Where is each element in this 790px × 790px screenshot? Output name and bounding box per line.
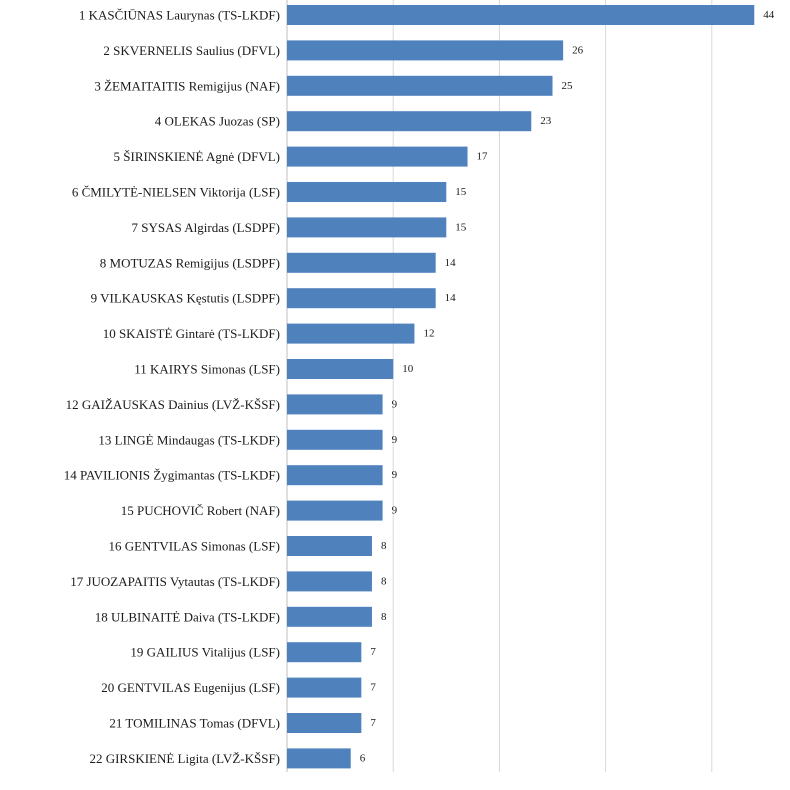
bar <box>287 465 383 486</box>
category-label: 10 SKAISTĖ Gintarė (TS-LKDF) <box>103 326 280 341</box>
bar <box>287 606 372 627</box>
category-label: 3 ŽEMAITAITIS Remigijus (NAF) <box>94 78 280 93</box>
data-label: 8 <box>381 611 387 623</box>
bar <box>287 359 394 379</box>
category-label: 5 ŠIRINSKIENĖ Agnė (DFVL) <box>114 149 280 164</box>
data-label: 9 <box>392 469 398 481</box>
bar <box>287 182 447 202</box>
bar <box>287 323 415 344</box>
bar <box>287 40 564 61</box>
bar <box>287 146 468 167</box>
category-label: 12 GAIŽAUSKAS Dainius (LVŽ-KŠSF) <box>66 397 280 412</box>
category-label: 19 GAILIUS Vitalijus (LSF) <box>130 645 280 660</box>
data-label: 9 <box>392 505 398 517</box>
data-label: 14 <box>445 257 457 269</box>
category-label: 20 GENTVILAS Eugenijus (LSF) <box>101 680 280 695</box>
data-label: 15 <box>455 186 467 198</box>
bar <box>287 5 755 25</box>
bar <box>287 536 372 556</box>
data-label: 17 <box>477 151 489 163</box>
data-label: 10 <box>402 363 414 375</box>
category-labels: 1 KASČIŪNAS Laurynas (TS-LKDF) 2 SKVERNEL… <box>64 8 280 766</box>
category-label: 15 PUCHOVIČ Robert (NAF) <box>121 503 280 518</box>
bar <box>287 75 553 96</box>
category-label: 7 SYSAS Algirdas (LSDPF) <box>132 220 280 235</box>
value-labels: 44 26 25 23 17 15 15 14 14 12 10 9 9 9 9 8 8 8 7 7 7 6 <box>360 9 775 764</box>
bar <box>287 571 372 592</box>
category-label: 16 GENTVILAS Simonas (LSF) <box>108 539 280 554</box>
category-label: 21 TOMILINAS Tomas (DFVL) <box>109 716 280 731</box>
data-label: 8 <box>381 540 387 552</box>
bar <box>287 429 383 450</box>
category-label: 9 VILKAUSKAS Kęstutis (LSDPF) <box>91 291 280 306</box>
data-label: 7 <box>370 717 376 729</box>
bar <box>287 500 383 521</box>
bar <box>287 748 351 769</box>
category-label: 1 KASČIŪNAS Laurynas (TS-LKDF) <box>79 8 280 23</box>
category-label: 2 SKVERNELIS Saulius (DFVL) <box>103 43 280 58</box>
data-label: 7 <box>370 646 376 658</box>
bar <box>287 288 436 309</box>
data-label: 6 <box>360 752 366 764</box>
data-label: 44 <box>763 9 775 21</box>
data-label: 15 <box>455 221 467 233</box>
bar <box>287 713 362 733</box>
data-label: 14 <box>445 292 457 304</box>
category-label: 11 KAIRYS Simonas (LSF) <box>134 362 280 377</box>
bar <box>287 111 532 132</box>
data-label: 25 <box>562 80 574 92</box>
category-label: 17 JUOZAPAITIS Vytautas (TS-LKDF) <box>70 574 280 589</box>
data-label: 26 <box>572 44 584 56</box>
data-label: 12 <box>423 328 434 340</box>
category-label: 4 OLEKAS Juozas (SP) <box>155 114 280 129</box>
data-label: 9 <box>392 434 398 446</box>
bar <box>287 394 383 415</box>
category-label: 6 ČMILYTĖ-NIELSEN Viktorija (LSF) <box>72 185 280 200</box>
bar <box>287 642 362 663</box>
bar <box>287 252 436 273</box>
data-label: 9 <box>392 398 398 410</box>
category-label: 18 ULBINAITĖ Daiva (TS-LKDF) <box>95 609 280 624</box>
data-label: 23 <box>540 115 552 127</box>
category-label: 8 MOTUZAS Remigijus (LSDPF) <box>100 255 280 270</box>
data-label: 8 <box>381 575 387 587</box>
category-label: 14 PAVILIONIS Žygimantas (TS-LKDF) <box>64 468 280 483</box>
bar <box>287 217 447 238</box>
category-label: 13 LINGĖ Mindaugas (TS-LKDF) <box>98 432 280 447</box>
bars <box>287 5 755 769</box>
bar <box>287 677 362 698</box>
category-label: 22 GIRSKIENĖ Ligita (LVŽ-KŠSF) <box>89 751 280 766</box>
data-label: 7 <box>370 682 376 694</box>
